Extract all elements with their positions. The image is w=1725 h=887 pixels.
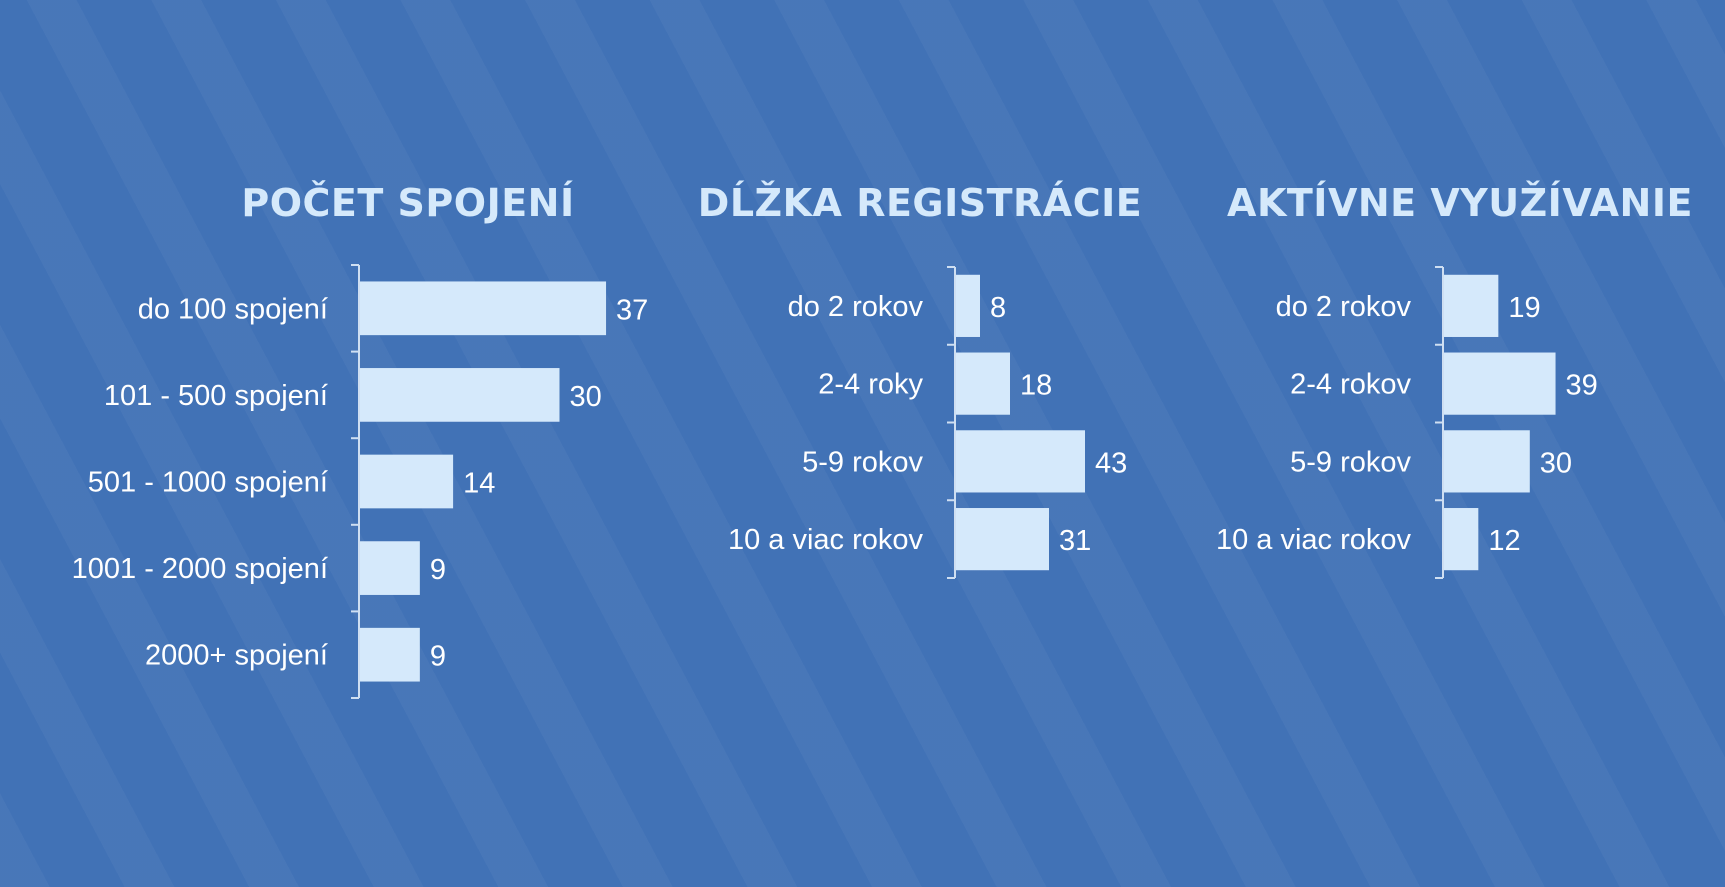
category-label: 2000+ spojení: [145, 640, 328, 672]
data-label: 12: [1488, 525, 1520, 557]
category-label: 101 - 500 spojení: [104, 380, 328, 412]
data-label: 18: [1020, 370, 1052, 402]
data-label: 9: [430, 641, 446, 673]
data-label: 30: [570, 381, 602, 413]
category-label: 5-9 rokov: [802, 446, 923, 478]
bar: [360, 627, 420, 682]
chart-title: POČET SPOJENÍ: [241, 181, 574, 225]
category-label: 10 a viac rokov: [1216, 524, 1412, 556]
bar: [360, 368, 560, 422]
chart-title: DĹŽKA REGISTRÁCIE: [698, 181, 1142, 225]
bar: [1444, 274, 1499, 337]
data-label: 37: [616, 294, 648, 326]
category-label: do 2 rokov: [1276, 291, 1412, 323]
bar: [956, 274, 980, 337]
category-label: 5-9 rokov: [1290, 446, 1411, 478]
data-label: 19: [1508, 292, 1540, 324]
category-label: 10 a viac rokov: [728, 524, 924, 556]
category-label: 501 - 1000 spojení: [88, 467, 328, 499]
bar: [956, 352, 1010, 415]
category-label: do 100 spojení: [138, 293, 328, 325]
bar: [1444, 430, 1530, 493]
data-label: 8: [990, 292, 1006, 324]
data-label: 30: [1540, 447, 1572, 479]
data-label: 31: [1059, 525, 1091, 557]
chart-title: AKTÍVNE VYUŽÍVANIE: [1227, 181, 1693, 225]
data-label: 43: [1095, 447, 1127, 479]
bar: [360, 281, 607, 336]
category-label: 2-4 rokov: [1290, 369, 1411, 401]
bar: [360, 454, 454, 509]
category-label: do 2 rokov: [788, 291, 924, 323]
category-label: 2-4 roky: [818, 369, 923, 401]
bar: [1444, 508, 1479, 571]
bar: [360, 541, 420, 595]
category-label: 1001 - 2000 spojení: [72, 553, 328, 585]
data-label: 14: [463, 468, 495, 500]
bar: [1444, 352, 1556, 415]
bar: [956, 508, 1049, 571]
data-label: 9: [430, 554, 446, 586]
bar: [956, 430, 1085, 493]
data-label: 39: [1566, 370, 1598, 402]
